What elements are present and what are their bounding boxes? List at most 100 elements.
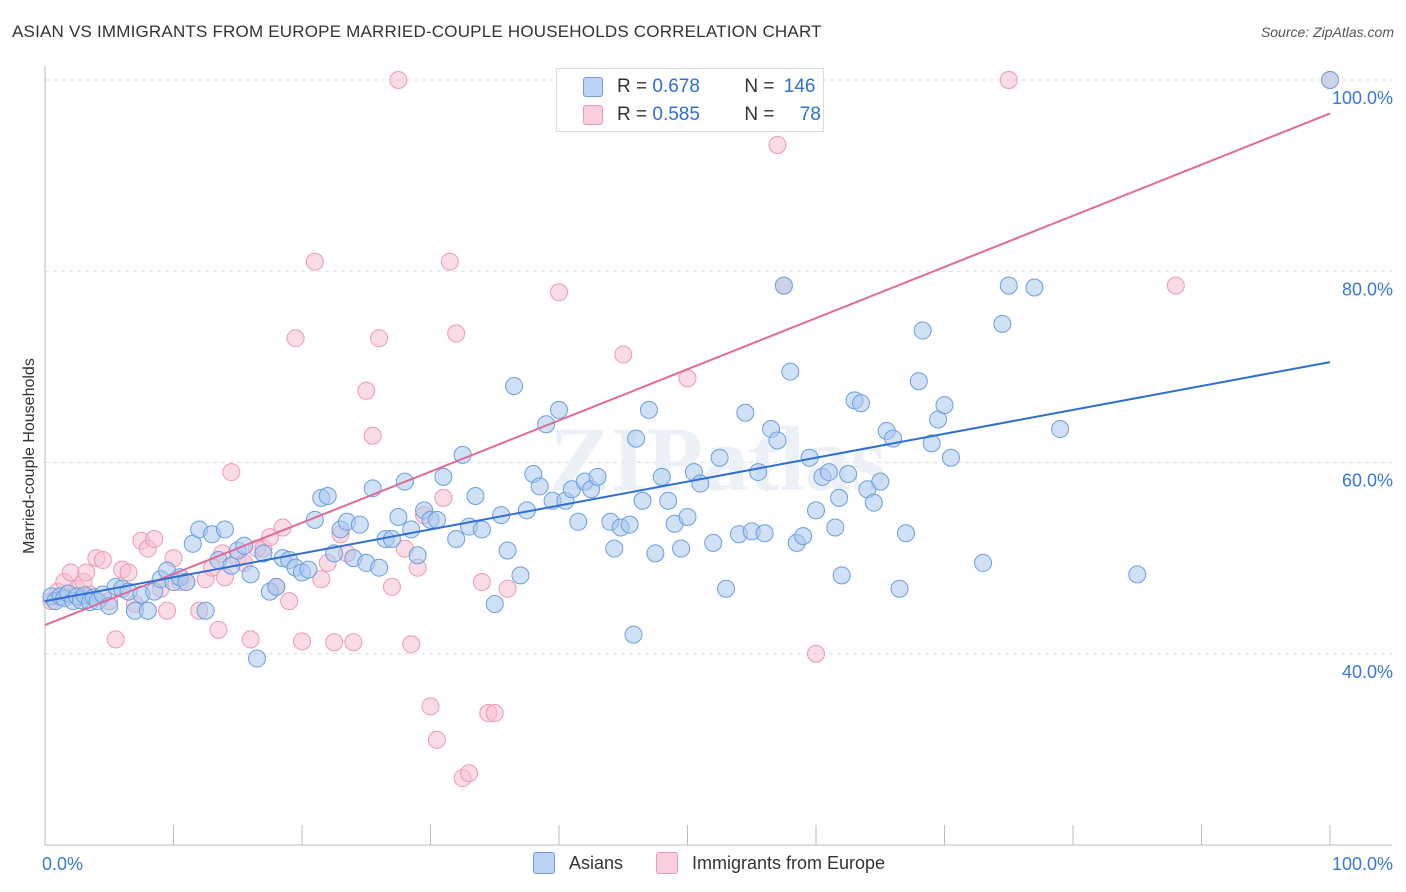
europe-point bbox=[427, 730, 446, 749]
gridlines bbox=[45, 79, 1392, 655]
source-label: Source: ZipAtlas.com bbox=[1260, 24, 1394, 40]
asian-point bbox=[370, 558, 389, 577]
asian-swatch bbox=[533, 852, 555, 874]
asian-point bbox=[922, 434, 941, 453]
europe-point bbox=[119, 563, 138, 582]
asian-point bbox=[241, 565, 260, 584]
europe-point bbox=[389, 71, 408, 89]
asian-point bbox=[659, 491, 678, 510]
asian-point bbox=[774, 276, 793, 295]
legend-row-asians: R = 0.678 N = 146 bbox=[583, 73, 815, 101]
europe-point bbox=[357, 381, 376, 400]
asian-point bbox=[993, 314, 1012, 333]
europe-point bbox=[312, 570, 331, 589]
asian-swatch bbox=[583, 77, 603, 97]
asian-point bbox=[588, 467, 607, 486]
asian-point bbox=[1128, 565, 1147, 584]
asian-trend-line bbox=[44, 361, 1331, 603]
axes bbox=[44, 66, 1392, 846]
legend-label-europe: Immigrants from Europe bbox=[692, 852, 886, 873]
asian-point bbox=[830, 488, 849, 507]
asian-point bbox=[941, 448, 960, 467]
y-tick-label: 100.0% bbox=[1332, 88, 1393, 108]
europe-point bbox=[447, 324, 466, 343]
chart-title: ASIAN VS IMMIGRANTS FROM EUROPE MARRIED-… bbox=[12, 22, 822, 41]
asian-point bbox=[177, 573, 196, 592]
legend-r-value: 0.678 bbox=[652, 76, 700, 97]
asian-point bbox=[318, 486, 337, 505]
asian-point bbox=[382, 530, 401, 548]
legend-n-value: 78 bbox=[799, 104, 821, 125]
europe-point bbox=[305, 252, 324, 271]
asian-point bbox=[890, 579, 909, 598]
asian-point bbox=[1051, 420, 1070, 439]
asian-point bbox=[633, 491, 652, 510]
asian-point bbox=[935, 396, 954, 415]
europe-point bbox=[158, 601, 177, 620]
asian-point bbox=[267, 577, 286, 596]
legend-item-asians[interactable]: Asians bbox=[533, 852, 623, 874]
asian-point bbox=[350, 515, 369, 534]
asian-point bbox=[864, 493, 883, 512]
y-tick-label: 80.0% bbox=[1342, 279, 1393, 299]
legend-n-value: 146 bbox=[783, 76, 816, 97]
asian-point bbox=[466, 486, 485, 505]
europe-point bbox=[222, 463, 241, 482]
asian-point bbox=[749, 463, 768, 482]
europe-point bbox=[344, 633, 363, 652]
europe-point bbox=[325, 633, 344, 652]
europe-point bbox=[209, 620, 228, 639]
asian-point bbox=[427, 510, 446, 529]
stats-legend: R = 0.678 N = 146 R = 0.585 N = 78 bbox=[556, 68, 824, 132]
asian-point bbox=[781, 362, 800, 381]
asian-point bbox=[678, 508, 697, 527]
asian-point bbox=[717, 579, 736, 598]
asian-point bbox=[434, 467, 453, 486]
asian-point bbox=[896, 524, 915, 543]
asian-point bbox=[1025, 278, 1044, 297]
asian-point bbox=[672, 539, 691, 558]
europe-point bbox=[614, 345, 633, 364]
asian-point bbox=[704, 533, 723, 552]
asian-point bbox=[755, 524, 774, 543]
asian-points bbox=[42, 71, 1339, 668]
europe-point bbox=[370, 329, 389, 348]
asian-point bbox=[620, 515, 639, 534]
europe-point bbox=[807, 644, 825, 663]
asian-point bbox=[605, 539, 624, 558]
europe-point bbox=[382, 577, 401, 596]
y-axis-label: Married-couple Households bbox=[21, 358, 38, 554]
europe-point bbox=[286, 329, 305, 348]
asian-point bbox=[794, 527, 813, 546]
europe-point bbox=[280, 592, 299, 611]
legend-r-label: R = bbox=[617, 104, 648, 125]
asian-point bbox=[624, 625, 643, 644]
asian-point bbox=[646, 544, 665, 563]
europe-point bbox=[93, 551, 112, 570]
europe-point bbox=[999, 71, 1018, 89]
tick-labels: 40.0% 60.0% 80.0% 100.0% 0.0% 100.0% bbox=[42, 88, 1393, 874]
asian-point bbox=[472, 520, 491, 539]
legend-n-label: N = bbox=[744, 104, 775, 125]
europe-point bbox=[402, 635, 421, 654]
asian-point bbox=[569, 512, 588, 531]
asian-point bbox=[974, 553, 993, 572]
asian-point bbox=[402, 520, 421, 539]
asian-point bbox=[299, 560, 318, 579]
europe-point bbox=[440, 252, 459, 271]
asian-point bbox=[627, 429, 646, 448]
europe-point bbox=[106, 630, 125, 649]
asian-point bbox=[851, 394, 870, 413]
asian-point bbox=[537, 415, 556, 434]
asian-point bbox=[511, 566, 530, 585]
asian-point bbox=[1321, 71, 1339, 89]
asian-point bbox=[871, 472, 890, 491]
legend-item-europe[interactable]: Immigrants from Europe bbox=[656, 852, 885, 874]
asian-point bbox=[832, 566, 851, 585]
asian-point bbox=[652, 467, 671, 486]
europe-point bbox=[77, 563, 96, 582]
europe-point bbox=[472, 573, 491, 592]
asian-point bbox=[530, 477, 549, 496]
asian-point bbox=[819, 463, 838, 482]
asian-point bbox=[215, 520, 234, 539]
